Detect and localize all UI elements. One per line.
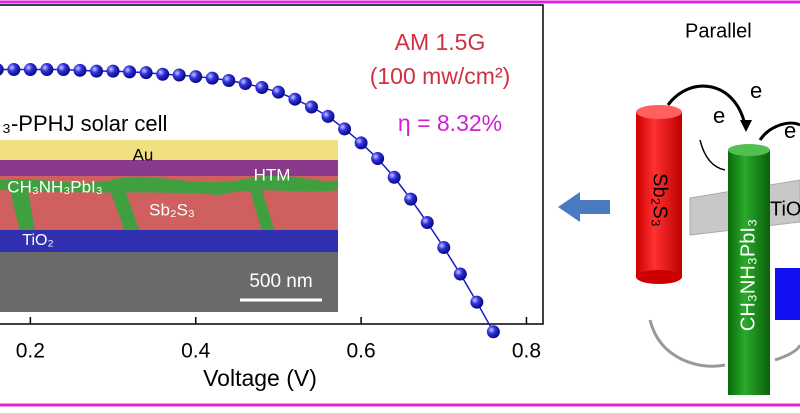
inset-label: HTM — [254, 165, 291, 184]
cylinder — [728, 150, 770, 395]
x-tick-label: 0.8 — [512, 340, 541, 363]
data-point — [156, 67, 170, 81]
data-point — [189, 70, 203, 84]
arrow — [648, 319, 726, 368]
plot-area — [0, 63, 500, 339]
arrow — [740, 120, 752, 132]
inset-image — [0, 140, 338, 312]
arrow — [758, 121, 800, 141]
cube — [775, 268, 800, 320]
x-tick-label: 0.2 — [16, 340, 45, 363]
data-point — [56, 63, 70, 77]
data-point — [420, 216, 434, 230]
data-point — [40, 63, 54, 77]
data-point — [304, 100, 318, 114]
electron-label: e — [713, 103, 725, 128]
data-point — [271, 85, 285, 99]
data-point — [73, 63, 87, 77]
x-tick-label: 0.4 — [181, 340, 211, 363]
data-point — [404, 192, 418, 206]
data-point — [205, 71, 219, 85]
diagram-label: TiO — [770, 198, 800, 220]
data-point — [255, 80, 269, 94]
inset-label: Au — [133, 145, 154, 164]
data-point — [7, 63, 21, 77]
cylinder — [636, 112, 682, 277]
diagram-label: CH₃NH₃PbI₃ — [737, 219, 759, 331]
inset-label: Sb₂S₃ — [149, 200, 195, 219]
inset-label: 500 nm — [249, 271, 312, 292]
plot-frame — [0, 4, 544, 325]
arrow — [666, 84, 747, 126]
inset-label: CH₃NH₃PbI₃ — [7, 177, 102, 196]
data-point — [23, 63, 37, 77]
data-point — [106, 64, 120, 78]
diagram-label: Sb₂S₃ — [649, 173, 671, 227]
data-point — [486, 325, 500, 339]
data-point — [338, 122, 352, 136]
data-point — [90, 64, 104, 78]
cylinder — [728, 144, 770, 156]
data-point — [222, 73, 236, 87]
arrow — [774, 344, 800, 362]
annotation: AM 1.5G — [395, 29, 486, 55]
data-point — [387, 170, 401, 184]
annotation: (100 mw/cm²) — [370, 63, 511, 89]
data-point — [172, 68, 186, 82]
data-point — [371, 152, 385, 166]
data-point — [0, 63, 4, 76]
data-point — [437, 241, 451, 255]
cylinder — [636, 105, 682, 119]
annotation: η = 8.32% — [398, 110, 502, 136]
annotation: ₃-PPHJ solar cell — [2, 111, 167, 136]
data-point — [123, 65, 137, 79]
x-axis-label: Voltage (V) — [203, 365, 317, 391]
data-point — [321, 109, 335, 123]
inset-label: TiO₂ — [22, 232, 53, 249]
data-point — [470, 295, 484, 309]
diagram-title: Parallel — [685, 20, 752, 42]
cylinder — [636, 270, 682, 284]
data-point — [288, 92, 302, 106]
electron-label: e — [784, 118, 796, 143]
electron-label: e — [750, 78, 762, 103]
arrow — [558, 192, 610, 222]
x-tick-label: 0.6 — [346, 340, 375, 363]
data-point — [354, 136, 368, 150]
data-point — [139, 66, 153, 80]
arrow — [699, 139, 726, 171]
data-point — [238, 77, 252, 91]
data-point — [453, 267, 467, 281]
